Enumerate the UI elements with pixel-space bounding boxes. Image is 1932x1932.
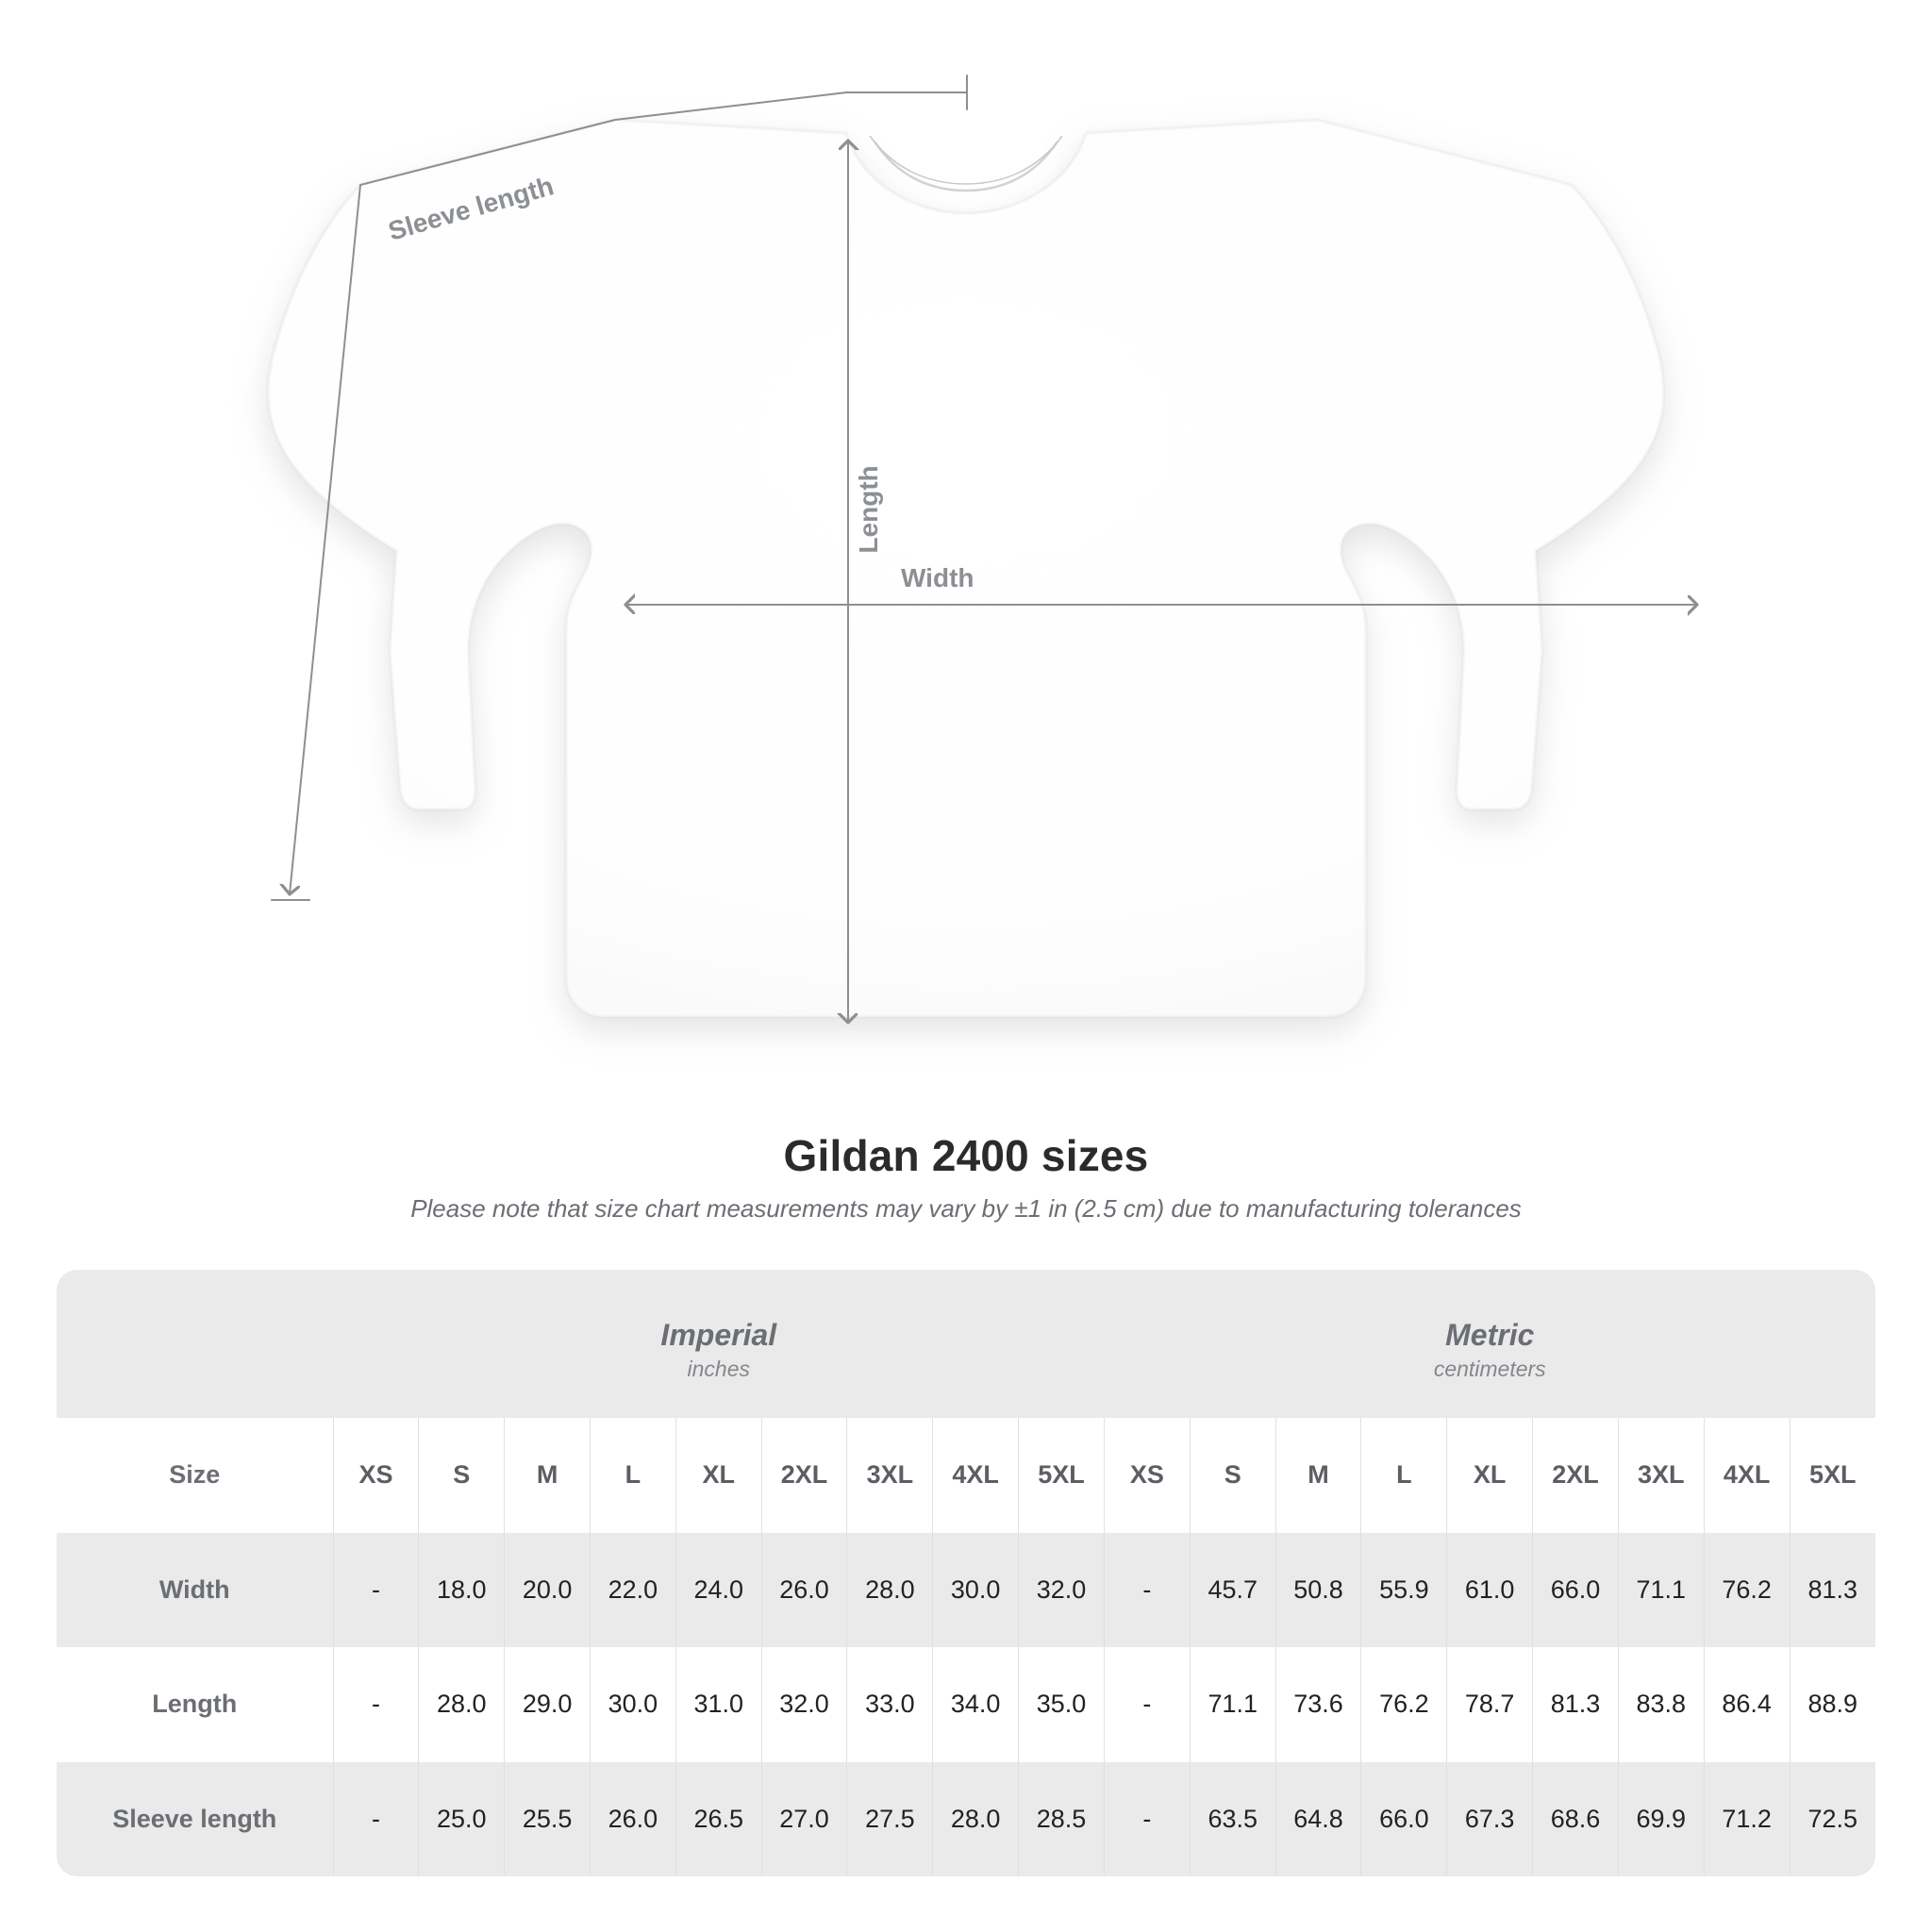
svg-text:Length: Length [854, 465, 883, 553]
svg-text:Width: Width [901, 563, 974, 592]
